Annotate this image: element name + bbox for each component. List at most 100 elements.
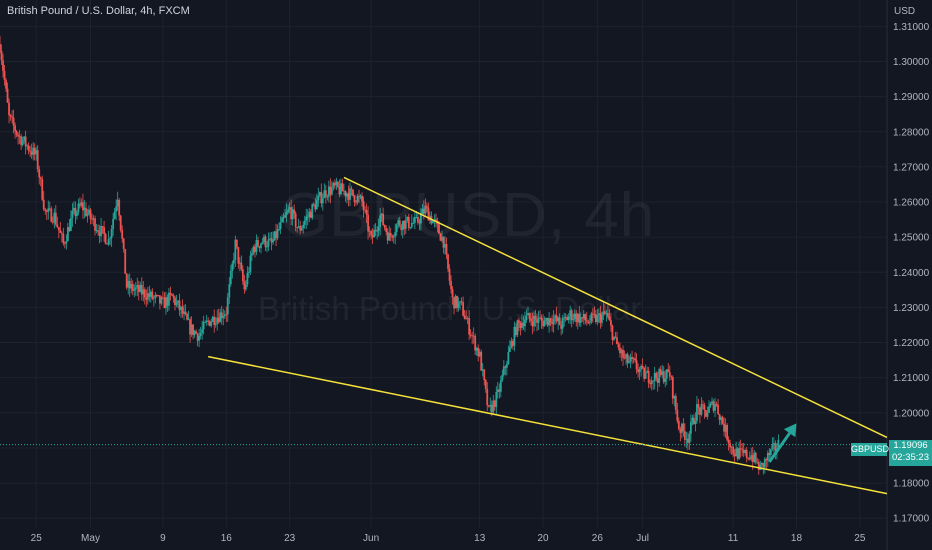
candle-body [406,216,409,221]
candle-body [632,358,635,360]
candle-body [168,292,170,306]
candle-body [386,231,389,241]
candle-body [237,247,240,264]
x-tick-label: 16 [221,533,233,544]
candle-body [389,232,392,236]
candle-body [66,227,69,242]
candle-body [318,192,321,196]
candle-body [391,235,394,238]
candle-body [744,450,747,453]
candle-body [545,317,547,321]
candle-body [507,352,510,365]
candle-body [376,230,379,232]
candle-body [700,404,703,415]
candle-body [702,404,704,406]
candle-body [3,70,6,81]
watermark-name: British Pound / U.S. Dollar [258,290,642,327]
arrow-shaft [768,432,791,463]
candle-body [119,215,122,231]
candle-body [441,236,443,241]
y-tick-label: 1.23000 [893,303,930,314]
candle-body [652,380,655,382]
candle-body [379,215,382,228]
candle-body [143,289,146,298]
candle-body [478,351,481,357]
candle-body [383,225,386,228]
candle-body [374,229,377,232]
candle-body [450,280,452,290]
candle-body [524,319,526,327]
candle-body [184,311,187,314]
candle-body [756,462,759,463]
candle-body [222,316,225,319]
candle-body [486,388,489,406]
candle-body [94,218,96,231]
candle-body [561,318,564,329]
candle-body [202,322,205,330]
candle-body [333,183,336,186]
y-tick-label: 1.24000 [893,268,930,279]
candle-body [175,302,178,306]
candle-body [95,230,98,232]
candle-body [474,335,477,351]
candle-body [263,236,265,243]
candle-body [679,429,682,433]
candle-body [314,204,317,210]
candle-body [264,236,267,248]
candle-body [365,209,368,215]
candle-body [403,220,406,229]
candle-body [248,272,250,274]
candle-body [344,190,347,197]
candle-body [137,285,140,292]
candle-body [614,336,617,338]
candle-body [505,364,508,368]
candle-body [677,420,680,430]
candle-body [691,417,694,422]
candle-body [462,302,465,316]
candle-body [377,227,380,231]
candle-body [622,349,624,358]
candle-body [662,371,665,382]
candle-body [754,452,757,463]
candle-body [60,232,63,234]
candle-body [451,289,454,298]
candle-body [26,145,29,147]
candle-body [312,204,315,206]
candle-body [454,295,457,309]
candle-body [628,361,630,363]
candle-body [83,207,86,211]
candle-body [508,347,511,353]
candle-body [457,302,460,308]
candle-body [97,230,99,232]
currency-label: USD [894,6,916,17]
candle-body [533,315,535,327]
candle-body [41,179,44,200]
candle-body [303,220,306,225]
candle-body [39,177,42,180]
candle-body [154,294,157,298]
candle-body [558,317,561,326]
x-tick-label: Jul [636,533,649,544]
candle-body [607,313,609,317]
candle-body [667,369,670,373]
candle-body [518,320,520,323]
candle-body [418,222,421,224]
candle-body [760,462,763,465]
candle-body [326,196,329,198]
candle-body [763,459,766,468]
candle-body [581,317,584,319]
candle-body [765,459,768,461]
candle-body [214,323,217,325]
candle-body [530,318,532,322]
candle-body [557,317,560,322]
candle-body [626,354,629,363]
candle-body [281,217,283,223]
candle-body [103,227,105,234]
candle-body [106,243,109,245]
candle-body [172,295,175,298]
candle-body [113,211,116,219]
candle-body [718,414,721,420]
candle-body [382,213,385,226]
candle-body [124,248,127,274]
